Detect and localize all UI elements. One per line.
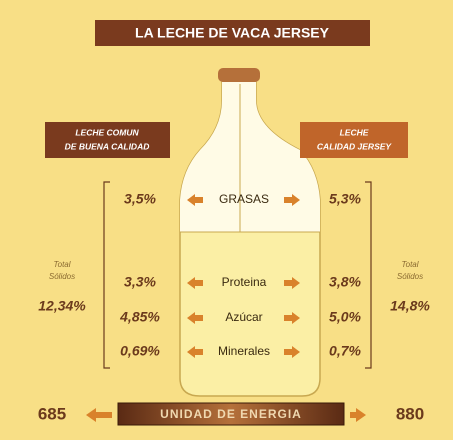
nutrient-label: Proteina: [222, 275, 267, 289]
title: LA LECHE DE VACA JERSEY: [135, 25, 330, 41]
left-value: 0,69%: [120, 343, 160, 359]
energy-left: 685: [38, 404, 66, 423]
total-label: Sólidos: [397, 272, 423, 281]
energy-label: UNIDAD DE ENERGIA: [160, 407, 302, 421]
nutrient-label: Azúcar: [225, 310, 262, 324]
left-value: 3,3%: [124, 274, 156, 290]
right-header: LECHE: [340, 127, 369, 137]
nutrient-label: GRASAS: [219, 192, 269, 206]
total-value: 12,34%: [38, 298, 86, 314]
total-label: Sólidos: [49, 272, 75, 281]
energy-right: 880: [396, 404, 424, 423]
total-value: 14,8%: [390, 298, 430, 314]
right-header: CALIDAD JERSEY: [317, 141, 392, 151]
total-label: Total: [401, 260, 418, 269]
left-header: LECHE COMUN: [75, 127, 139, 137]
left-header: DE BUENA CALIDAD: [65, 141, 150, 151]
right-value: 5,0%: [329, 309, 361, 325]
nutrient-label: Minerales: [218, 344, 270, 358]
bottle-cap: [218, 68, 260, 82]
left-value: 4,85%: [119, 309, 160, 325]
right-value: 3,8%: [329, 274, 361, 290]
right-value: 5,3%: [329, 191, 361, 207]
page: LA LECHE DE VACA JERSEY LECHE COMUN DE B…: [0, 0, 453, 440]
total-label: Total: [53, 260, 70, 269]
infographic: LA LECHE DE VACA JERSEY LECHE COMUN DE B…: [0, 0, 453, 440]
left-value: 3,5%: [124, 191, 156, 207]
right-value: 0,7%: [329, 343, 361, 359]
